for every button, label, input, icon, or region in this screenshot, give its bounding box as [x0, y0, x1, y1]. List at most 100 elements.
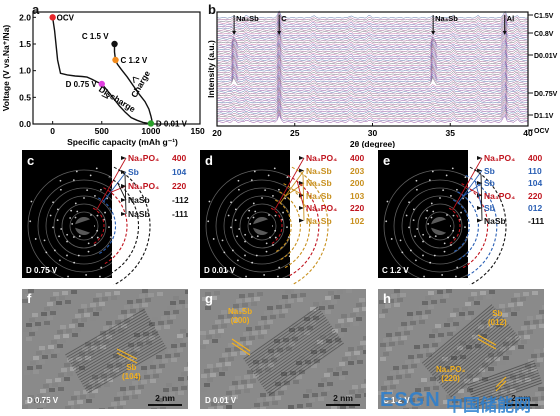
- hrtem-grain: [514, 307, 520, 311]
- hrtem-grain: [71, 396, 77, 400]
- hrtem-grain: [534, 363, 540, 367]
- hrtem-grain: [141, 380, 147, 384]
- diffraction-spot: [423, 275, 425, 278]
- hrtem-grain: [124, 319, 130, 323]
- hrtem-grain: [533, 320, 539, 324]
- hrtem-grain: [293, 380, 299, 384]
- arrow-charge: [132, 76, 140, 84]
- hrtem-grain: [332, 329, 338, 333]
- diffraction-spot: [445, 174, 448, 177]
- diffraction-spot: [272, 195, 274, 197]
- hrtem-grain: [121, 324, 127, 328]
- fringe-line: [249, 314, 325, 369]
- xrd-trace: [216, 25, 529, 35]
- hrtem-grain: [175, 382, 181, 386]
- hrtem-grain: [208, 407, 214, 409]
- xrd-trace: [216, 11, 529, 21]
- ring-arc: [98, 197, 116, 255]
- hrtem-grain: [315, 388, 321, 392]
- hrtem-grain: [159, 350, 165, 354]
- hrtem-grain: [321, 392, 327, 396]
- hrtem-grain: [351, 356, 357, 360]
- state-point: [49, 14, 56, 21]
- xrd-trace: [216, 54, 529, 63]
- hrtem-grain: [255, 326, 261, 330]
- peak-arrowhead: [502, 31, 507, 35]
- hrtem-grain: [507, 380, 513, 384]
- hrtem-grain: [216, 363, 222, 367]
- hrtem-grain: [85, 342, 91, 346]
- fringe-line: [473, 377, 541, 403]
- hrtem-grain: [345, 366, 351, 370]
- ring-phase-label: Na₃PO₄: [484, 153, 516, 163]
- ring-arc: [457, 191, 479, 261]
- diffraction-ring: [401, 187, 468, 265]
- hrtem-grain: [65, 300, 71, 304]
- hrtem-grain: [250, 365, 256, 369]
- diffraction-spot: [282, 211, 284, 214]
- hrtem-grain: [273, 310, 279, 314]
- hrtem-grain: [387, 376, 393, 380]
- hrtem-grain: [468, 311, 474, 315]
- hrtem-grain: [79, 366, 85, 370]
- hrtem-grain: [488, 367, 494, 371]
- hrtem-grain: [518, 331, 524, 335]
- hrtem-grain: [380, 357, 386, 361]
- hrtem-grain: [111, 296, 117, 300]
- hrtem-grain: [349, 390, 355, 394]
- hrtem-grain: [126, 391, 132, 395]
- hrtem-grain: [44, 321, 50, 325]
- state-point-label: C 1.5 V: [82, 32, 109, 41]
- hrtem-grain: [118, 315, 124, 319]
- hrtem-grain: [232, 381, 238, 385]
- hrtem-grain: [177, 334, 183, 338]
- hrtem-grain: [381, 386, 387, 390]
- fringe-line: [450, 338, 521, 398]
- hrtem-grain: [119, 358, 125, 362]
- hrtem-grain: [353, 322, 359, 326]
- hrtem-grain: [342, 357, 348, 361]
- hrtem-grain: [428, 291, 434, 295]
- lattice-fringes: [65, 308, 167, 394]
- diffraction-spot: [451, 167, 454, 170]
- hrtem-grain: [210, 373, 216, 377]
- ring-arrowhead: [299, 168, 304, 173]
- diffraction-spot: [399, 239, 402, 242]
- hrtem-grain: [103, 340, 109, 344]
- hrtem-grain: [121, 310, 127, 314]
- ring-arc: [448, 207, 461, 245]
- diffraction-ring: [215, 179, 290, 273]
- diffraction-spot: [72, 179, 75, 182]
- hrtem-grain: [507, 394, 513, 398]
- fringe-line: [433, 318, 505, 378]
- ring-leader: [291, 188, 305, 196]
- hrtem-grain: [455, 394, 461, 398]
- hrtem-grain: [220, 401, 226, 405]
- hrtem-grain: [491, 362, 497, 366]
- hrtem-grain: [393, 380, 399, 384]
- hrtem-grain: [117, 406, 123, 409]
- hrtem-grain: [475, 330, 481, 334]
- diffraction-spot: [230, 201, 232, 204]
- fringe-line: [66, 311, 146, 358]
- hrtem-grain: [46, 393, 52, 397]
- hrtem-grain: [83, 390, 89, 394]
- xrd-trace: [216, 75, 529, 84]
- hrtem-grain: [212, 325, 218, 329]
- hrtem-grain: [422, 301, 428, 305]
- hrtem-grain: [541, 382, 544, 386]
- hrtem-grain: [171, 358, 177, 362]
- hrtem-grain: [74, 405, 80, 409]
- hrtem-grain: [106, 321, 112, 325]
- hrtem-grain: [398, 341, 404, 345]
- hrtem-grain: [288, 405, 294, 409]
- hrtem-grain: [531, 368, 537, 372]
- hrtem-grain: [458, 403, 464, 407]
- diffraction-spot: [247, 217, 250, 219]
- hrtem-grain: [71, 290, 77, 294]
- hrtem-grain: [72, 319, 78, 323]
- hrtem-grain: [415, 388, 421, 392]
- hrtem-grain: [328, 305, 334, 309]
- hrtem-grain: [380, 343, 386, 347]
- peak-arrowhead: [431, 31, 436, 35]
